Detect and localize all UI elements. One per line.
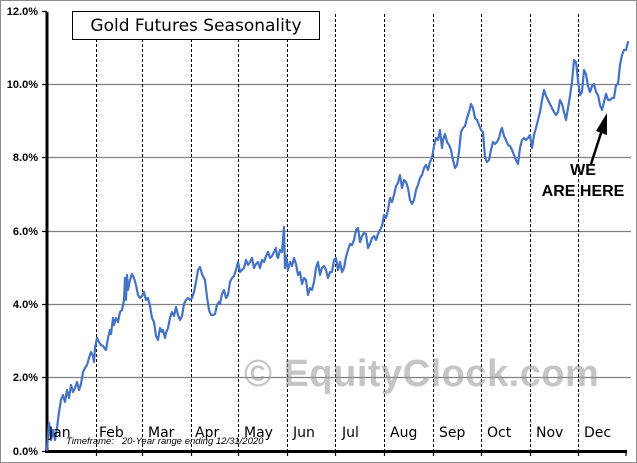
y-tick-label: 4.0% bbox=[13, 299, 38, 311]
y-axis bbox=[42, 10, 49, 453]
x-tick-label-jun: Jun bbox=[292, 425, 315, 441]
x-tick-label-sep: Sep bbox=[439, 425, 466, 441]
x-tick-label-dec: Dec bbox=[584, 425, 611, 441]
y-tick-label: 0.0% bbox=[13, 446, 38, 458]
seasonality-line bbox=[45, 40, 630, 452]
x-tick-label-jul: Jul bbox=[341, 425, 359, 441]
chart-title: Gold Futures Seasonality bbox=[72, 11, 320, 40]
x-tick-label-feb: Feb bbox=[99, 425, 124, 441]
y-tick-label: 10.0% bbox=[7, 79, 38, 91]
x-tick-labels: Jan Feb Mar Apr May Jun Jul Aug Sep Oct … bbox=[48, 425, 611, 441]
annotation-line-1: WE bbox=[570, 162, 596, 179]
x-tick-label-jan: Jan bbox=[48, 425, 71, 441]
x-tick-label-oct: Oct bbox=[487, 425, 512, 441]
x-tick-label-may: May bbox=[244, 425, 273, 441]
annotation-line-2: ARE HERE bbox=[541, 183, 625, 200]
y-tick-label: 8.0% bbox=[13, 152, 38, 164]
watermark: © EquityClock.com bbox=[244, 353, 600, 395]
y-tick-label: 6.0% bbox=[13, 226, 38, 238]
x-tick-label-apr: Apr bbox=[195, 425, 219, 441]
x-tick-label-nov: Nov bbox=[536, 425, 563, 441]
we-are-here-annotation: WE ARE HERE bbox=[535, 160, 631, 202]
x-axis bbox=[45, 450, 627, 456]
chart-title-text: Gold Futures Seasonality bbox=[90, 15, 302, 36]
we-are-here-arrow bbox=[589, 113, 607, 165]
x-tick-label-aug: Aug bbox=[390, 425, 417, 441]
x-tick-label-mar: Mar bbox=[148, 425, 175, 441]
y-tick-label: 12.0% bbox=[7, 6, 38, 18]
y-tick-label: 2.0% bbox=[13, 372, 38, 384]
horizontal-gridlines bbox=[47, 83, 631, 379]
timeframe-footnote: Timeframe: 20-Year range ending 12/31/20… bbox=[66, 436, 264, 447]
y-tick-labels: 12.0% 10.0% 8.0% 6.0% 4.0% 2.0% 0.0% bbox=[7, 6, 38, 458]
